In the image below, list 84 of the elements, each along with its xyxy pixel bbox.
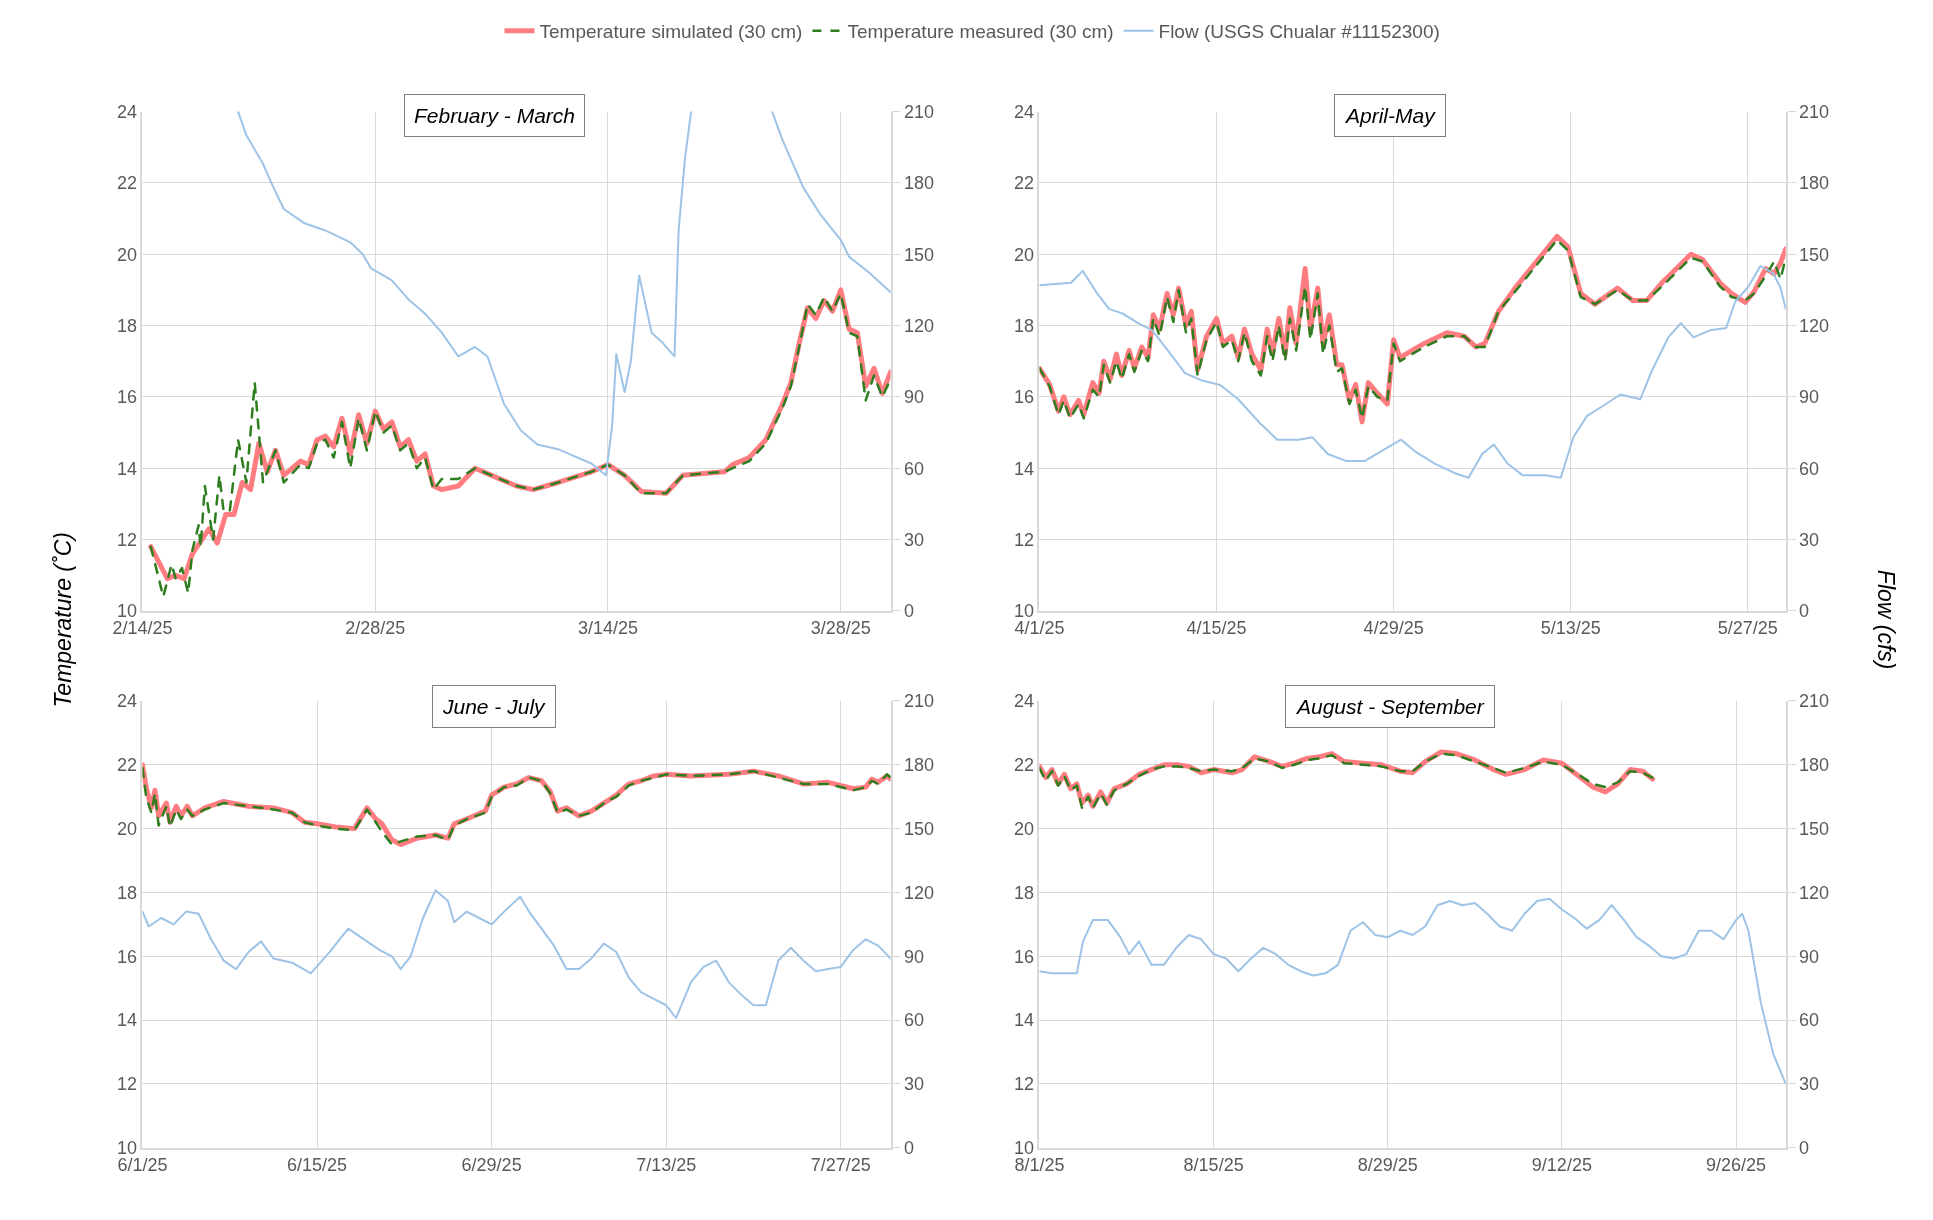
y-axis-title: Temperature (˚C) xyxy=(49,532,76,708)
legend-label: Temperature measured (30 cm) xyxy=(847,21,1114,43)
y2-tick-label: 0 xyxy=(903,601,914,622)
legend-label: Flow (USGS Chualar #11152300) xyxy=(1158,21,1440,43)
y2-tick-label: 150 xyxy=(1799,244,1830,265)
y2-tick-label: 180 xyxy=(1799,173,1830,194)
y2-tick-label: 0 xyxy=(1799,601,1810,622)
y2-tick-label: 90 xyxy=(903,387,924,408)
y2-tick-label: 90 xyxy=(1799,946,1820,967)
y2-tick-label: 90 xyxy=(903,946,924,967)
x-tick-label: 9/26/25 xyxy=(1705,1155,1767,1176)
y2-tick-label: 0 xyxy=(903,1138,914,1159)
y-tick-label: 12 xyxy=(1014,1074,1035,1095)
y2-tick-label: 180 xyxy=(903,173,935,194)
y-tick-label: 12 xyxy=(117,529,138,550)
y2-tick-label: 150 xyxy=(903,244,935,265)
y2-tick-label: 120 xyxy=(903,315,935,336)
x-tick-label: 6/29/25 xyxy=(461,1155,522,1176)
x-tick-label: 9/12/25 xyxy=(1531,1155,1592,1176)
y2-tick-label: 120 xyxy=(903,882,935,903)
y-tick-label: 18 xyxy=(1014,882,1035,903)
y-tick-label: 22 xyxy=(1014,755,1035,776)
y2-tick-label: 210 xyxy=(903,101,935,122)
x-tick-label: 8/29/25 xyxy=(1357,1155,1418,1176)
y2-tick-label: 60 xyxy=(1799,458,1820,479)
y2-tick-label: 180 xyxy=(903,755,935,776)
y-tick-label: 12 xyxy=(1014,529,1035,550)
y2-tick-label: 60 xyxy=(1799,1010,1820,1031)
y2-axis-title: Flow (cfs) xyxy=(1873,569,1900,670)
y-tick-label: 22 xyxy=(117,173,138,194)
y-tick-label: 24 xyxy=(117,691,138,712)
y2-tick-label: 30 xyxy=(1799,1074,1820,1095)
y-tick-label: 18 xyxy=(117,315,138,336)
x-tick-label: 8/15/25 xyxy=(1183,1155,1244,1176)
chart-title: August - September xyxy=(1295,695,1485,718)
y-tick-label: 16 xyxy=(1014,946,1035,967)
y2-tick-label: 30 xyxy=(903,529,924,550)
y-tick-label: 14 xyxy=(117,1010,138,1031)
y-tick-label: 20 xyxy=(117,244,138,265)
y2-tick-label: 30 xyxy=(1799,529,1820,550)
legend-label: Temperature simulated (30 cm) xyxy=(539,21,803,43)
y2-tick-label: 120 xyxy=(1799,882,1830,903)
y-tick-label: 16 xyxy=(117,946,138,967)
y-tick-label: 14 xyxy=(117,458,138,479)
y-tick-label: 14 xyxy=(1014,458,1035,479)
y2-tick-label: 210 xyxy=(903,691,935,712)
y2-tick-label: 120 xyxy=(1799,315,1830,336)
y-tick-label: 24 xyxy=(117,101,138,122)
y2-tick-label: 210 xyxy=(1799,691,1830,712)
x-tick-label: 7/13/25 xyxy=(636,1155,697,1176)
y-tick-label: 20 xyxy=(117,818,138,839)
y-tick-label: 22 xyxy=(117,755,138,776)
y-tick-label: 20 xyxy=(1014,818,1035,839)
x-tick-label: 2/28/25 xyxy=(345,618,406,639)
y2-tick-label: 60 xyxy=(903,458,924,479)
chart-title: June - July xyxy=(442,695,547,718)
y-tick-label: 16 xyxy=(117,387,138,408)
y-tick-label: 24 xyxy=(1014,101,1035,122)
x-tick-label: 4/15/25 xyxy=(1186,618,1247,639)
y2-tick-label: 210 xyxy=(1799,101,1830,122)
y2-tick-label: 30 xyxy=(903,1074,924,1095)
y-tick-label: 24 xyxy=(1014,691,1035,712)
x-tick-label: 4/29/25 xyxy=(1363,618,1424,639)
x-tick-label: 6/15/25 xyxy=(287,1155,348,1176)
x-tick-label: 3/28/25 xyxy=(810,618,871,639)
y2-tick-label: 180 xyxy=(1799,755,1830,776)
y-tick-label: 20 xyxy=(1014,244,1035,265)
y-tick-label: 18 xyxy=(1014,315,1035,336)
y-tick-label: 16 xyxy=(1014,387,1035,408)
chart-title: February - March xyxy=(414,104,576,127)
y2-tick-label: 0 xyxy=(1799,1138,1810,1159)
y-tick-label: 14 xyxy=(1014,1010,1035,1031)
y-tick-label: 18 xyxy=(117,882,138,903)
y2-tick-label: 150 xyxy=(903,818,935,839)
y2-tick-label: 60 xyxy=(903,1010,924,1031)
x-tick-label: 7/27/25 xyxy=(810,1155,871,1176)
y2-tick-label: 90 xyxy=(1799,387,1820,408)
y-tick-label: 22 xyxy=(1014,173,1035,194)
chart-title: April-May xyxy=(1344,104,1437,127)
x-tick-label: 5/13/25 xyxy=(1540,618,1601,639)
x-tick-label: 5/27/25 xyxy=(1717,618,1778,639)
x-tick-label: 3/14/25 xyxy=(577,618,639,639)
y2-tick-label: 150 xyxy=(1799,818,1830,839)
y-tick-label: 12 xyxy=(117,1074,138,1095)
